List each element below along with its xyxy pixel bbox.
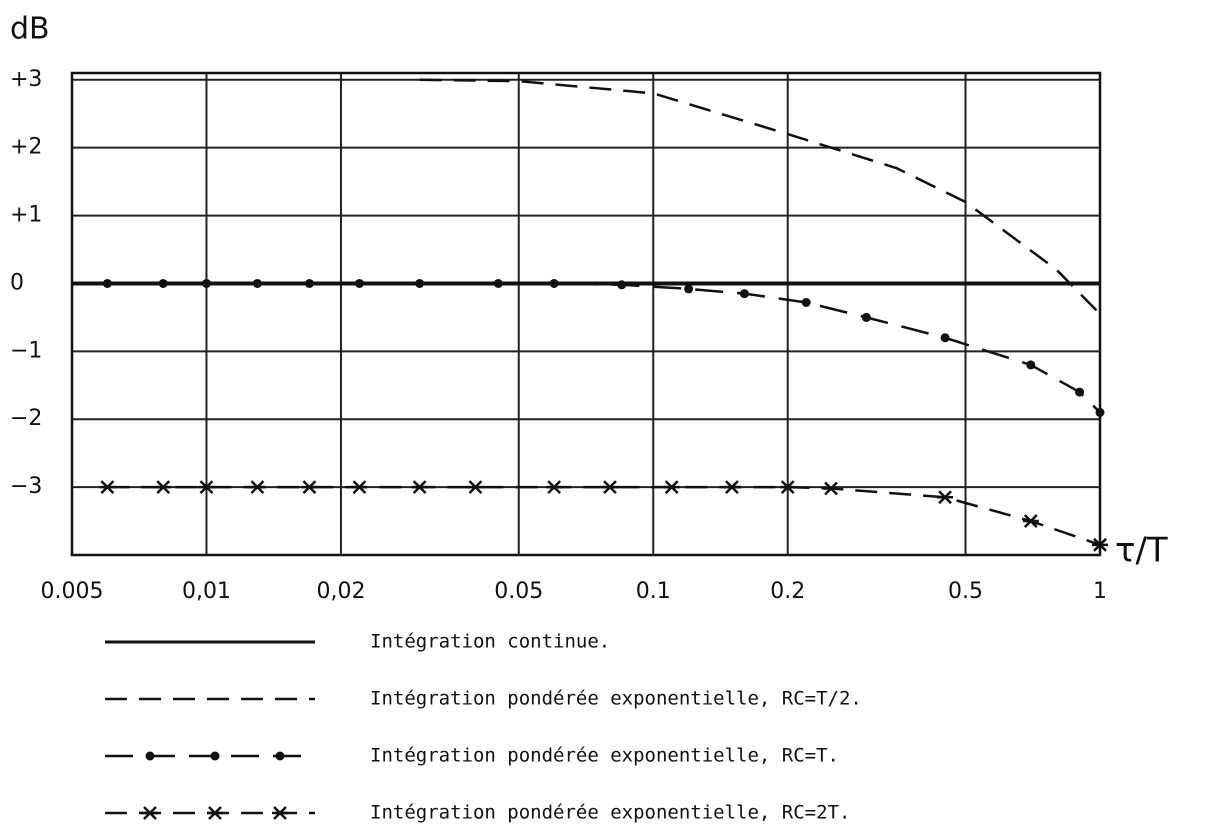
- marker: [546, 480, 563, 494]
- x-tick-label: 0.05: [494, 579, 543, 604]
- legend-label: Intégration pondérée exponentielle, RC=2…: [370, 802, 850, 824]
- marker: [940, 333, 950, 343]
- legend-marker: [142, 806, 158, 820]
- x-tick-label: 0.1: [636, 579, 671, 604]
- marker: [304, 278, 314, 288]
- legend-label: Intégration pondérée exponentielle, RC=T…: [370, 688, 862, 710]
- marker: [198, 480, 215, 494]
- marker: [684, 284, 694, 294]
- legend-label: Intégration pondérée exponentielle, RC=T…: [370, 745, 839, 767]
- legend-marker: [207, 806, 223, 820]
- y-tick-label: +2: [10, 135, 42, 160]
- marker: [467, 480, 484, 494]
- marker: [1075, 387, 1085, 397]
- y-tick-label: 0: [10, 270, 24, 295]
- marker: [351, 480, 368, 494]
- series-line: [419, 78, 1101, 315]
- series-line: [107, 282, 1101, 414]
- marker: [301, 480, 318, 494]
- marker: [99, 480, 116, 494]
- marker: [1095, 407, 1105, 417]
- y-tick-label: −2: [10, 406, 42, 431]
- x-tick-label: 0.5: [948, 579, 983, 604]
- marker: [779, 480, 796, 494]
- marker: [801, 297, 811, 307]
- y-axis-label: dB: [10, 12, 50, 47]
- legend-label: Intégration continue.: [370, 631, 610, 653]
- marker: [1092, 537, 1108, 552]
- marker: [823, 481, 840, 496]
- marker: [739, 289, 749, 299]
- marker: [861, 312, 871, 322]
- marker: [201, 278, 211, 288]
- marker: [411, 480, 428, 494]
- marker: [493, 278, 503, 288]
- marker: [723, 480, 740, 494]
- marker: [158, 278, 168, 288]
- marker: [937, 490, 954, 505]
- legend-marker: [272, 806, 288, 820]
- marker: [601, 480, 618, 494]
- x-tick-label: 0.005: [41, 579, 104, 604]
- x-tick-label: 0.2: [770, 579, 805, 604]
- marker: [1022, 514, 1039, 528]
- marker: [617, 280, 627, 290]
- marker: [249, 480, 266, 494]
- series-line: [107, 485, 1101, 546]
- x-tick-label: 0,01: [182, 579, 231, 604]
- marker: [155, 480, 172, 494]
- x-tick-label: 0,02: [316, 579, 365, 604]
- marker: [549, 278, 559, 288]
- plot-frame: [70, 71, 1102, 557]
- x-tick-label: 1: [1093, 579, 1107, 604]
- marker: [1026, 360, 1036, 370]
- y-tick-label: +1: [10, 203, 42, 228]
- y-tick-label: −3: [10, 474, 42, 499]
- y-tick-label: +3: [10, 67, 42, 92]
- y-tick-label: −1: [10, 338, 42, 363]
- legend-marker: [145, 751, 155, 761]
- marker: [102, 278, 112, 288]
- marker: [354, 278, 364, 288]
- legend-marker: [275, 751, 285, 761]
- x-axis-label: τ/T: [1115, 531, 1168, 571]
- marker: [663, 480, 680, 494]
- marker: [415, 278, 425, 288]
- legend-marker: [210, 751, 220, 761]
- marker: [252, 278, 262, 288]
